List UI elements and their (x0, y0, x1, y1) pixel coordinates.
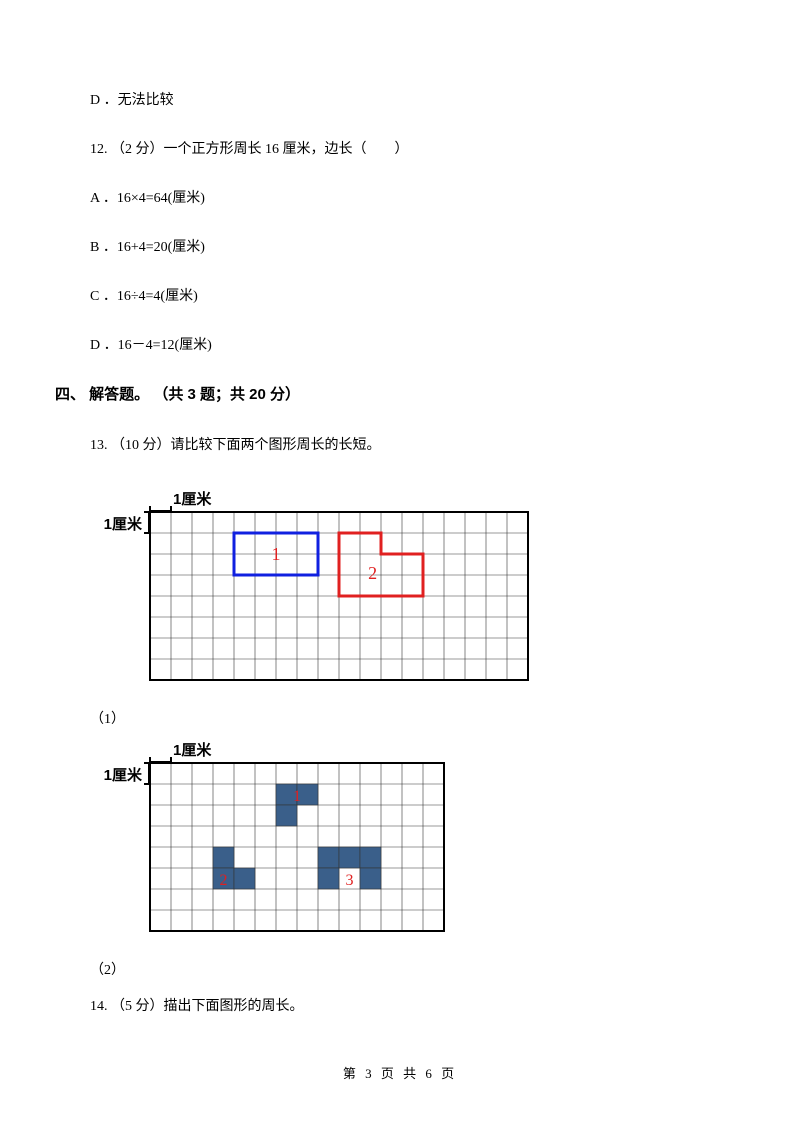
svg-text:2: 2 (368, 563, 377, 583)
q13-figure-1: 1厘米 1厘米 1 2 (90, 484, 710, 709)
q12-opt-a: A ．16×4=64(厘米) (90, 188, 710, 209)
svg-text:1厘米: 1厘米 (173, 490, 212, 508)
grid-diagram-1: 1厘米 1厘米 1 2 (90, 484, 530, 709)
q13-sub2-label: （2） (90, 960, 710, 981)
grid-diagram-2: 1厘米 1厘米 1 2 3 (90, 735, 460, 960)
q12-opt-c: C ．16÷4=4(厘米) (90, 286, 710, 307)
q11-opt-d: D ．无法比较 (90, 90, 710, 111)
page-footer: 第 3 页 共 6 页 (0, 1063, 800, 1082)
svg-text:3: 3 (346, 871, 354, 888)
section4-heading: 四、 解答题。 （共 3 题；共 20 分） (55, 384, 710, 407)
q12-opt-d: D ．16－4=12(厘米) (90, 335, 710, 356)
svg-text:1厘米: 1厘米 (104, 766, 143, 784)
svg-text:1厘米: 1厘米 (173, 741, 212, 759)
q13-stem: 13. （10 分）请比较下面两个图形周长的长短。 (90, 435, 710, 456)
svg-text:1厘米: 1厘米 (104, 515, 143, 533)
q13-figure-2: 1厘米 1厘米 1 2 3 (90, 735, 710, 960)
q12-stem: 12. （2 分）一个正方形周长 16 厘米，边长（ ） (90, 139, 710, 160)
svg-text:2: 2 (220, 871, 228, 888)
svg-text:1: 1 (293, 788, 301, 805)
q12-opt-b: B ．16+4=20(厘米) (90, 237, 710, 258)
q14-stem: 14. （5 分）描出下面图形的周长。 (90, 996, 710, 1017)
q13-sub1-label: （1） (90, 709, 710, 730)
svg-text:1: 1 (272, 544, 281, 564)
